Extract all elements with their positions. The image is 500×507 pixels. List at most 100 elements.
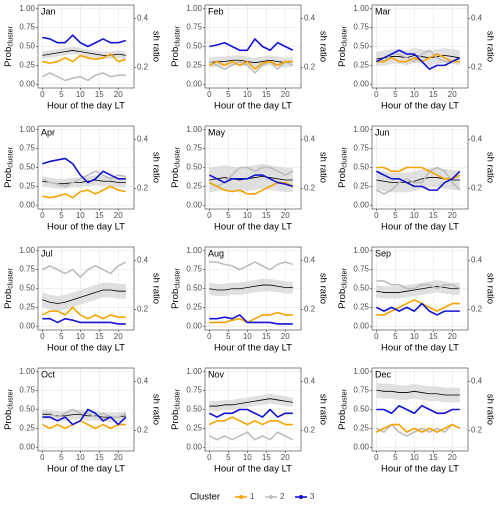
x-tick-label: 20: [114, 211, 123, 220]
y2-axis-label: sh ratio: [317, 394, 328, 425]
x-tick-label: 15: [95, 332, 104, 341]
cluster-line: [42, 420, 126, 430]
y-tick-label: 1.00: [186, 367, 202, 376]
panel: 0.00 0.25 0.50 0.75 1.00 0 5 10 15 20 0.2 0.4 Sep Hou…: [337, 246, 496, 354]
cluster-line: [42, 170, 126, 188]
legend-label: 1: [250, 492, 255, 501]
cluster-line: [376, 166, 461, 180]
plot-border: [371, 125, 469, 210]
legend-dot: [239, 495, 243, 499]
panel-title: Aug: [208, 248, 224, 258]
x-tick-label: 20: [114, 332, 123, 341]
y-tick-label: 0.25: [19, 181, 35, 190]
y-tick-label: 0.50: [19, 405, 35, 414]
y2-tick-label: 0.2: [471, 426, 483, 435]
y-axis-label-main: Prob: [3, 289, 14, 309]
y-tick-label: 0.75: [19, 265, 35, 274]
y-tick-label: 0.00: [353, 79, 369, 88]
y-tick-label: 1.00: [186, 125, 202, 134]
x-tick-label: 20: [281, 453, 290, 462]
cluster-line: [42, 408, 127, 418]
cluster-line: [376, 299, 460, 316]
x-tick-label: 20: [448, 90, 457, 99]
y-axis-label: Probcluster: [3, 267, 15, 308]
x-tick-label: 0: [374, 332, 379, 341]
y2-tick-label: 0.4: [304, 256, 316, 265]
y-axis-label-sub: cluster: [174, 25, 181, 46]
y-axis-label: Probcluster: [170, 146, 182, 187]
y-tick-label: 0.00: [186, 200, 202, 209]
x-tick-label: 5: [226, 453, 231, 462]
y-axis-label: Probcluster: [337, 388, 349, 429]
y2-tick-label: 0.2: [471, 63, 483, 72]
legend-dot: [269, 495, 273, 499]
legend-title: Cluster: [190, 492, 220, 503]
y2-axis-label: sh ratio: [317, 273, 328, 304]
y2-axis-label: sh ratio: [484, 152, 495, 183]
legend-dot: [299, 495, 303, 499]
panel-title: Dec: [375, 369, 392, 379]
y-axis-label: Probcluster: [337, 146, 349, 187]
y-axis-label-sub: cluster: [341, 388, 348, 409]
x-tick-label: 15: [95, 211, 104, 220]
y2-tick-label: 0.4: [471, 256, 483, 265]
y-tick-label: 1.00: [353, 125, 369, 134]
y-axis-label-main: Prob: [337, 289, 348, 309]
plot-border: [204, 125, 302, 210]
y2-tick-label: 0.2: [137, 426, 149, 435]
y-axis-label-main: Prob: [3, 168, 14, 188]
y2-tick-label: 0.4: [304, 14, 316, 23]
y2-tick-label: 0.4: [137, 135, 149, 144]
y-tick-label: 0.50: [353, 405, 369, 414]
x-tick-label: 20: [448, 332, 457, 341]
x-tick-label: 10: [76, 332, 85, 341]
panel-title: Jan: [41, 6, 56, 16]
x-tick-label: 10: [243, 90, 252, 99]
y2-tick-label: 0.2: [304, 426, 316, 435]
y-tick-label: 0.75: [186, 265, 202, 274]
x-axis-label: Hour of the day LT: [47, 343, 125, 354]
y2-tick-label: 0.4: [304, 135, 316, 144]
x-tick-label: 15: [262, 453, 271, 462]
y-tick-label: 0.00: [19, 442, 35, 451]
sh-ratio-band: [376, 382, 460, 403]
y-tick-label: 0.25: [353, 181, 369, 190]
cluster-line: [42, 408, 127, 426]
y-tick-label: 1.00: [19, 125, 35, 134]
cluster-line: [209, 416, 293, 426]
y-tick-label: 1.00: [353, 246, 369, 255]
x-tick-label: 10: [410, 453, 419, 462]
y-tick-label: 0.00: [19, 200, 35, 209]
cluster-line: [376, 53, 460, 63]
y2-tick-label: 0.4: [471, 135, 483, 144]
y-tick-label: 1.00: [19, 4, 35, 13]
y-axis-label-main: Prob: [337, 168, 348, 188]
y2-axis-label: sh ratio: [484, 394, 495, 425]
y2-tick-label: 0.4: [304, 377, 316, 386]
panel-title: Sep: [375, 248, 391, 258]
sh-ratio-line: [209, 284, 293, 291]
sh-ratio-line: [209, 398, 293, 407]
cluster-line: [209, 314, 293, 325]
y2-tick-label: 0.4: [137, 377, 149, 386]
x-axis-label: Hour of the day LT: [214, 222, 292, 233]
x-tick-label: 5: [59, 211, 64, 220]
x-tick-label: 10: [76, 90, 85, 99]
y-tick-label: 0.50: [353, 163, 369, 172]
y-tick-label: 0.75: [19, 23, 35, 32]
legend-label: 2: [280, 492, 285, 501]
plot-border: [37, 246, 135, 331]
y-axis-label-sub: cluster: [7, 267, 14, 288]
sh-ratio-line: [376, 54, 460, 60]
y-tick-label: 0.50: [353, 284, 369, 293]
y-axis-label-sub: cluster: [7, 146, 14, 167]
cluster-line: [209, 166, 294, 188]
x-tick-label: 10: [243, 332, 252, 341]
x-tick-label: 20: [448, 453, 457, 462]
sh-ratio-line: [42, 289, 126, 304]
y-tick-label: 0.25: [353, 302, 369, 311]
x-axis-label: Hour of the day LT: [381, 343, 459, 354]
plot-border: [204, 246, 302, 331]
y-tick-label: 0.50: [186, 284, 202, 293]
panel-title: Mar: [375, 6, 391, 16]
